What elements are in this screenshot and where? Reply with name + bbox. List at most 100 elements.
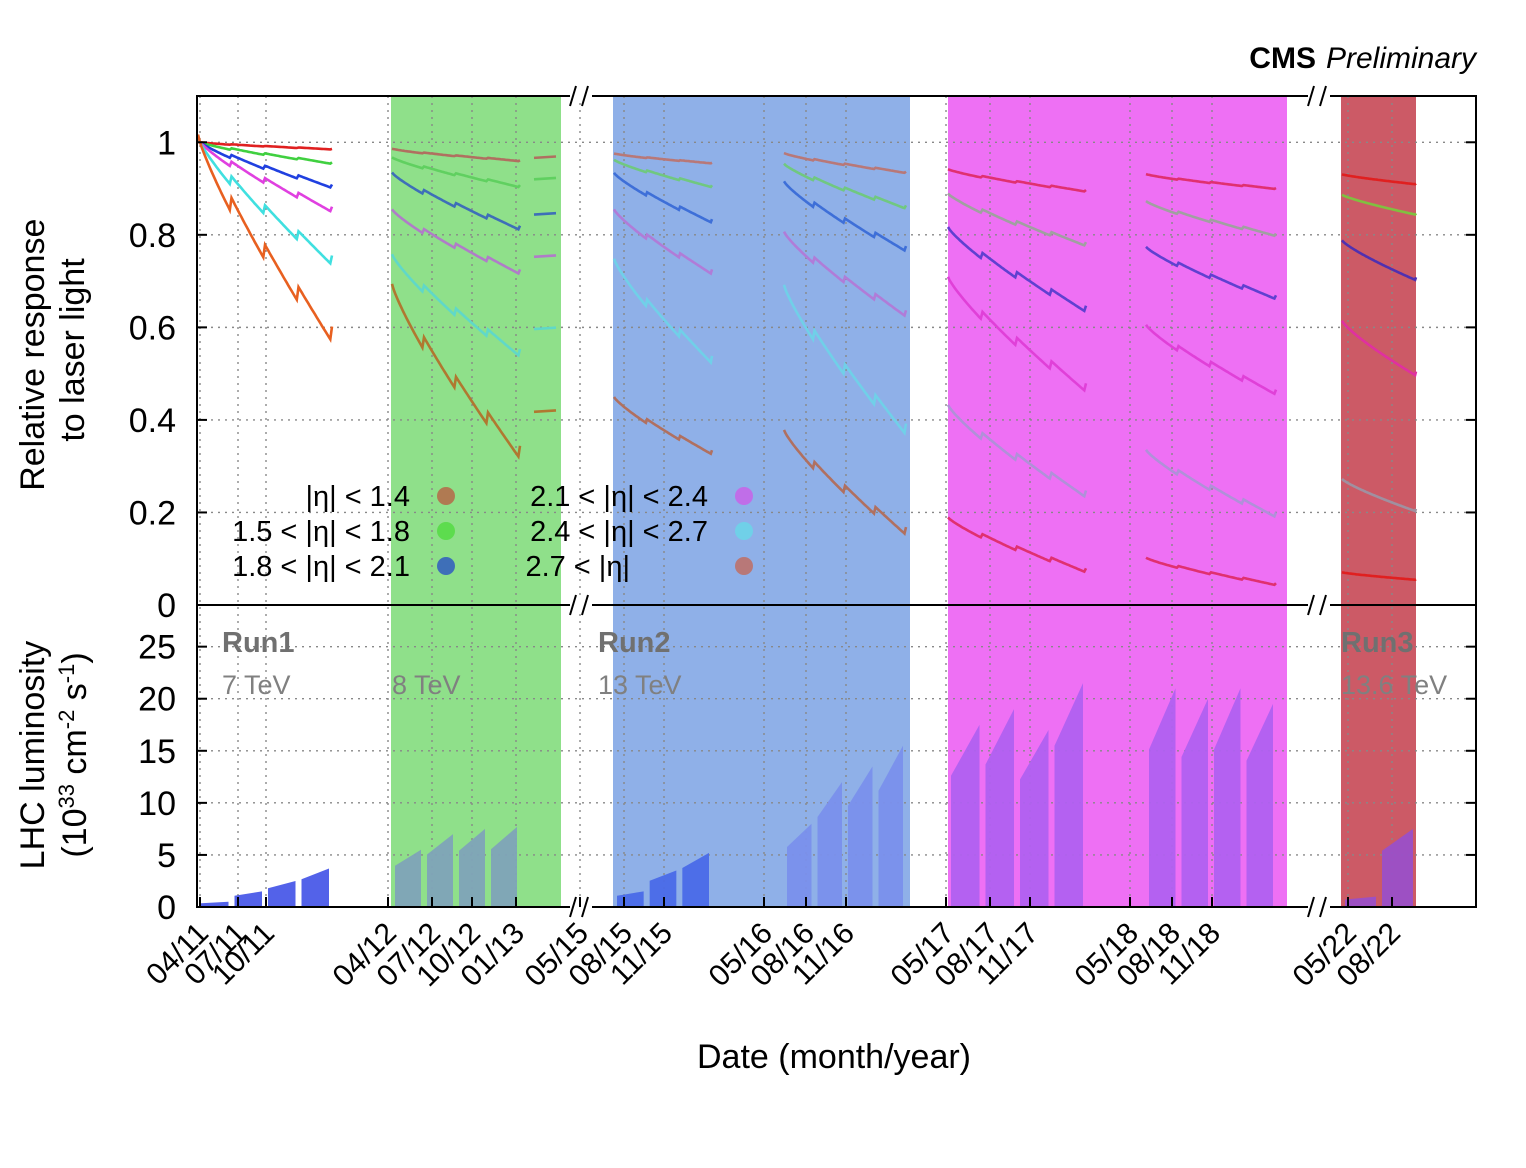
top-ytick-label-5: 1 <box>157 124 176 162</box>
series-2018-0 <box>1145 172 1277 191</box>
axes-frame <box>196 85 1477 918</box>
lumi-2016-1 <box>817 782 842 907</box>
series-2017-4 <box>946 404 1088 499</box>
lumi-2016-2 <box>848 766 873 907</box>
series-2017-3 <box>946 276 1088 393</box>
series-2016-2 <box>782 180 908 253</box>
top-ylabel: Relative response to laser light <box>14 209 92 491</box>
legend-marker-3 <box>735 487 753 505</box>
run3-energy: 13.6 TeV <box>1341 670 1447 700</box>
series-2011-0 <box>197 140 333 151</box>
break-2013-slash-a-2 <box>569 896 577 918</box>
top-ytick-label-0: 0 <box>157 587 176 625</box>
top-ylabel-line2: to laser light <box>54 258 92 442</box>
lumi-2015-2 <box>682 852 709 907</box>
series-2011-1 <box>197 140 333 165</box>
series-2017-5 <box>947 516 1088 574</box>
series-2017-1 <box>947 192 1088 247</box>
bottom-ytick-label-3: 15 <box>138 733 176 771</box>
series-2015-1 <box>613 158 714 189</box>
series-2011-2 <box>197 139 334 189</box>
series-2022-0 <box>1341 173 1417 186</box>
legend-label-3: 2.1 < |η| < 2.4 <box>530 481 708 513</box>
lumi-2015-1 <box>649 870 677 907</box>
bottom-ytick-label-2: 10 <box>138 785 176 823</box>
lumi-2018-1 <box>1181 698 1208 907</box>
series-2022-5 <box>1341 571 1417 582</box>
series-2016-5 <box>782 429 908 536</box>
axis-ticks <box>197 141 1476 908</box>
series-2017-0 <box>947 167 1087 193</box>
legend-label-2: 1.8 < |η| < 2.1 <box>232 551 410 583</box>
series-2015-2 <box>612 171 714 224</box>
series-2011-3 <box>196 138 334 213</box>
series-2018-1 <box>1145 200 1278 238</box>
series-2016-3 <box>782 231 908 318</box>
legend-marker-5 <box>735 557 753 575</box>
legend-marker-4 <box>735 522 753 540</box>
top-ytick-label-1: 0.2 <box>129 494 176 532</box>
lumi-2017-2 <box>1020 729 1049 907</box>
series-2012-4 <box>390 253 522 358</box>
bottom-ylabel: LHC luminosity <box>14 641 52 870</box>
legend-marker-1 <box>437 522 455 540</box>
series-2011-5 <box>196 134 334 344</box>
legend: |η| < 1.4 1.5 < |η| < 1.8 1.8 < |η| < 2.… <box>232 481 753 583</box>
legend-marker-2 <box>437 557 455 575</box>
bottom-ylabel-units: (1033 cm-2 s-1) <box>54 652 94 857</box>
series-2012-3 <box>390 208 522 276</box>
lumi-2018-0 <box>1149 688 1176 907</box>
series-2016-4 <box>782 284 908 437</box>
run3-label: Run3 <box>1341 627 1414 659</box>
legend-label-5: 2.7 < |η| <box>525 551 630 583</box>
break-2019-slash-a-1 <box>1307 594 1315 616</box>
run1-energy: 7 TeV <box>222 670 291 700</box>
series-2018-5 <box>1145 556 1277 587</box>
break-2013-slash-b-1 <box>581 594 589 616</box>
x-axis-title: Date (month/year) <box>697 1038 971 1076</box>
run1b-energy: 8 TeV <box>392 670 461 700</box>
bottom-ytick-label-0: 0 <box>157 889 176 927</box>
legend-marker-0 <box>437 487 455 505</box>
series-2022-3 <box>1340 320 1418 378</box>
series-2013-4 <box>533 326 557 331</box>
lumi-2016-3 <box>878 745 903 907</box>
run2-label: Run2 <box>598 627 671 659</box>
series-2022-2 <box>1340 239 1418 282</box>
lumi-2018-2 <box>1214 688 1241 907</box>
series-2015-0 <box>613 152 713 165</box>
series-2022-1 <box>1341 193 1418 216</box>
band-2022 <box>1341 96 1416 907</box>
series-2013-5 <box>533 409 557 414</box>
top-ylabel-line1: Relative response <box>14 219 52 491</box>
series-2015-5 <box>612 396 714 456</box>
lumi-2016-0 <box>787 823 812 907</box>
brand-status: Preliminary <box>1326 42 1478 75</box>
series-2013-3 <box>533 254 557 259</box>
run-labels: Run1 7 TeV 8 TeV Run2 13 TeV Run3 13.6 T… <box>222 627 1447 700</box>
lumi-2011-0 <box>201 901 229 907</box>
lumi-2022-0 <box>1345 896 1376 907</box>
lumi-2018-3 <box>1246 703 1273 907</box>
top-ytick-label-4: 0.8 <box>129 217 176 255</box>
legend-label-4: 2.4 < |η| < 2.7 <box>530 516 708 548</box>
lumi-2017-1 <box>985 709 1014 907</box>
lumi-2017-0 <box>951 724 980 907</box>
plot-border <box>196 95 1477 908</box>
lumi-2012-0 <box>395 849 421 907</box>
break-2013-slash-a-1 <box>569 594 577 616</box>
legend-label-0: |η| < 1.4 <box>305 481 410 513</box>
legend-label-1: 1.5 < |η| < 1.8 <box>232 516 410 548</box>
lumi-2022-1 <box>1382 828 1413 907</box>
break-2013-slash-b-2 <box>581 896 589 918</box>
series-2012-1 <box>391 156 521 189</box>
series-2011-4 <box>196 137 334 266</box>
series-2012-0 <box>391 147 521 163</box>
run2-energy: 13 TeV <box>598 670 682 700</box>
break-2019-slash-a-0 <box>1307 85 1315 107</box>
bottom-ylabel-line1: LHC luminosity <box>14 641 52 870</box>
brand-experiment: CMS <box>1249 42 1316 75</box>
series-2016-0 <box>783 151 907 175</box>
response-series <box>196 134 1418 587</box>
